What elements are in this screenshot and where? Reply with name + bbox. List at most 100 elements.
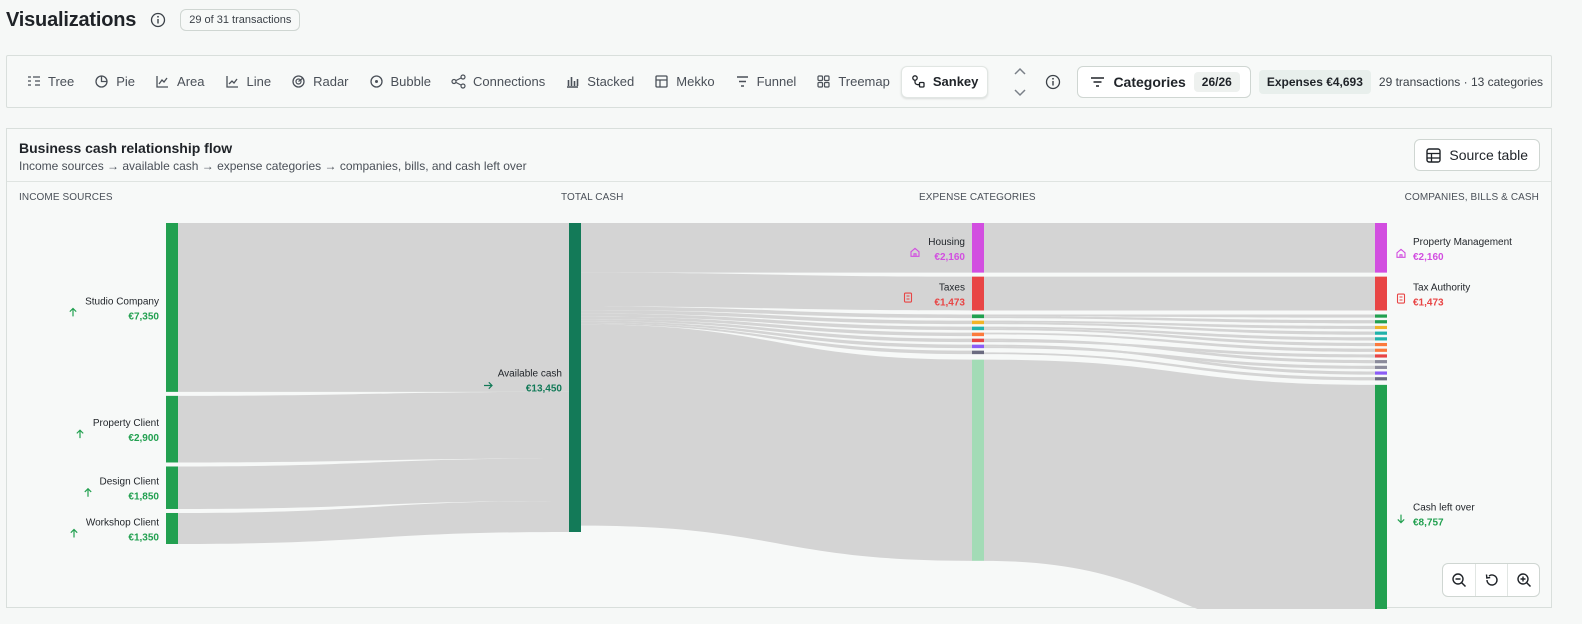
target-node-10[interactable] (1375, 360, 1387, 364)
target-node-6[interactable] (1375, 337, 1387, 341)
link-income-0 (178, 223, 569, 392)
target-node-13[interactable] (1375, 377, 1387, 381)
link-category-target-small-3 (984, 322, 1375, 335)
link-total-category-5 (581, 316, 972, 337)
info-icon[interactable] (150, 12, 166, 28)
category-node-5[interactable] (972, 332, 984, 337)
category-node-0[interactable] (972, 223, 984, 273)
categories-label: Categories (1113, 74, 1186, 90)
tab-treemap[interactable]: Treemap (807, 66, 899, 98)
income-name-label: Studio Company (85, 296, 159, 307)
radar-icon (292, 75, 305, 88)
area-chart-icon (156, 76, 169, 88)
target-name-label: Cash left over (1413, 503, 1475, 514)
filter-icon (1091, 77, 1105, 87)
total-cash-node[interactable] (569, 223, 581, 532)
income-value-label: €1,350 (128, 532, 159, 543)
target-node-11[interactable] (1375, 365, 1387, 369)
zoom-in-icon (1516, 573, 1531, 588)
tab-mekko[interactable]: Mekko (645, 66, 723, 98)
category-node-2[interactable] (972, 314, 984, 319)
zoom-out-button[interactable] (1443, 564, 1475, 596)
link-category-target-small-8 (984, 338, 1375, 364)
target-node-14[interactable] (1375, 384, 1387, 609)
category-node-7[interactable] (972, 344, 984, 349)
link-total-category-9 (581, 324, 972, 561)
target-node-2[interactable] (1375, 314, 1387, 318)
summary-text: 29 transactions · 13 categories (1378, 75, 1543, 89)
category-node-9[interactable] (972, 359, 984, 561)
income-name-label: Design Client (100, 477, 160, 488)
tab-pie[interactable]: Pie (85, 66, 144, 98)
stepper[interactable] (1013, 67, 1027, 97)
target-node-8[interactable] (1375, 348, 1387, 352)
arrow-up-icon (84, 487, 92, 497)
tab-label: Connections (473, 74, 546, 89)
tab-sankey[interactable]: Sankey (900, 65, 989, 98)
col-head-categories: EXPENSE CATEGORIES (919, 192, 1036, 203)
link-category-target-small-6 (984, 332, 1375, 352)
home-icon (1396, 248, 1406, 258)
tab-radar[interactable]: Radar (282, 66, 357, 98)
link-total-category-2 (581, 306, 972, 319)
tab-label: Bubble (390, 74, 431, 89)
home-icon (910, 247, 920, 257)
target-name-label: Tax Authority (1413, 283, 1470, 294)
viz-toolbar: Tree Pie Area Line Radar Bubble Connections Sta… (6, 55, 1552, 108)
target-value-label: €2,160 (1413, 252, 1444, 263)
tab-line[interactable]: Line (216, 66, 281, 98)
category-node-3[interactable] (972, 320, 984, 325)
zoom-controls (1442, 563, 1540, 597)
toolbar-info-icon[interactable] (1045, 74, 1061, 90)
income-node-2[interactable] (166, 466, 178, 509)
link-category-target-small-9 (984, 346, 1375, 369)
link-income-1 (178, 391, 569, 463)
tab-stacked[interactable]: Stacked (556, 66, 643, 98)
category-value-label: €1,473 (934, 298, 965, 309)
target-node-7[interactable] (1375, 342, 1387, 347)
income-node-1[interactable] (166, 395, 178, 463)
source-table-button[interactable]: Source table (1414, 139, 1540, 171)
target-node-5[interactable] (1375, 331, 1387, 335)
target-node-4[interactable] (1375, 325, 1387, 330)
link-total-category-7 (581, 321, 972, 349)
table-icon (1426, 147, 1442, 163)
tab-tree[interactable]: Tree (17, 66, 83, 98)
target-node-0[interactable] (1375, 223, 1387, 273)
col-head-total: TOTAL CASH (561, 192, 624, 203)
category-node-1[interactable] (972, 276, 984, 311)
income-node-3[interactable] (166, 512, 178, 544)
receipt-icon (903, 292, 913, 303)
reset-zoom-button[interactable] (1475, 564, 1507, 596)
transactions-badge: 29 of 31 transactions (180, 9, 301, 31)
link-category-target-0 (984, 223, 1375, 273)
link-category-target-1 (984, 276, 1375, 311)
arrow-right-icon (484, 381, 493, 390)
expenses-badge: Expenses €4,693 (1258, 70, 1371, 94)
tab-label: Sankey (932, 74, 979, 89)
col-head-targets: COMPANIES, BILLS & CASH (1404, 192, 1539, 203)
category-node-4[interactable] (972, 326, 984, 331)
income-node-0[interactable] (166, 223, 178, 392)
category-node-6[interactable] (972, 338, 984, 343)
tab-connections[interactable]: Connections (442, 66, 554, 98)
target-node-3[interactable] (1375, 320, 1387, 324)
tab-bubble[interactable]: Bubble (360, 66, 440, 98)
panel-subtitle: Income sources → available cash → expens… (19, 159, 527, 173)
category-name-label: Taxes (939, 283, 965, 294)
line-chart-icon (225, 76, 238, 88)
panel-divider (7, 181, 1551, 182)
target-node-12[interactable] (1375, 371, 1387, 375)
link-total-category-8 (581, 323, 972, 355)
viz-tabs: Tree Pie Area Line Radar Bubble Connections Sta… (17, 65, 989, 98)
tab-label: Tree (48, 74, 75, 89)
tab-area[interactable]: Area (146, 66, 213, 98)
zoom-in-button[interactable] (1507, 564, 1539, 596)
category-node-8[interactable] (972, 350, 984, 355)
tab-funnel[interactable]: Funnel (726, 66, 806, 98)
income-name-label: Workshop Client (86, 517, 159, 528)
target-node-9[interactable] (1375, 354, 1387, 358)
target-node-1[interactable] (1375, 276, 1387, 311)
categories-button[interactable]: Categories 26/26 (1077, 66, 1251, 98)
panel-title: Business cash relationship flow (19, 140, 233, 156)
